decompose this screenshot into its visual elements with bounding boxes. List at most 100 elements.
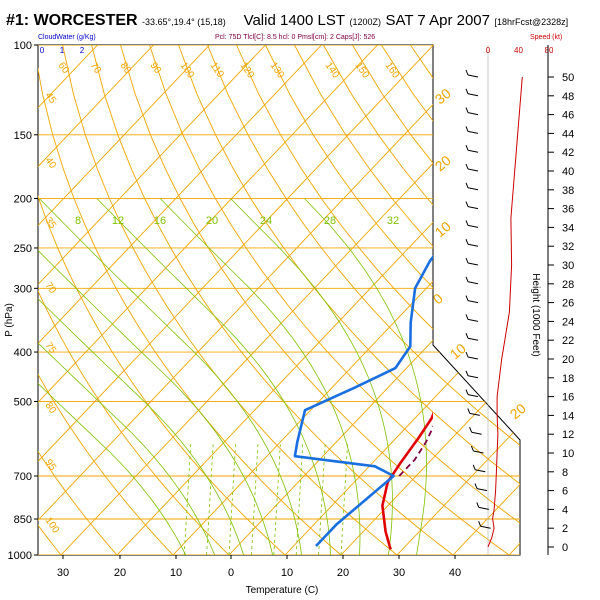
- wind-barb-flag: [478, 521, 482, 527]
- wind-barb-flag: [465, 295, 469, 301]
- mixing-ratio-line: [228, 441, 237, 555]
- wind-barb-flag: [465, 69, 469, 76]
- height-tick-label: 50: [562, 72, 574, 84]
- left-scale-label: 80: [43, 400, 59, 416]
- height-tick-label: 6: [562, 486, 568, 498]
- isotherm: [60, 45, 520, 555]
- moist-adiabat: [38, 198, 192, 555]
- dry-adiabat: [584, 45, 600, 566]
- speed-title: Speed (kt): [530, 34, 563, 41]
- wind-barb-flag: [465, 163, 469, 170]
- height-tick-label: 36: [562, 204, 574, 216]
- plot-frame: [37, 44, 521, 556]
- mixing-ratio-line: [206, 441, 214, 555]
- parcel-info: Pcl: 75D Tlcl[C]: 8.5 hcl: 0 Pmsl[cm]: 2…: [215, 34, 376, 41]
- cloudwater-label: CloudWater (g/Kg): [38, 34, 96, 41]
- dewpoint-line: [293, 254, 433, 547]
- theta-label: 30: [432, 85, 454, 107]
- x-tick-label: 40: [449, 567, 461, 579]
- mixing-ratio-label: 24: [260, 215, 272, 227]
- theta-label: 10: [447, 340, 469, 362]
- wind-barb: [467, 262, 479, 266]
- x-tick-label: 20: [337, 567, 349, 579]
- mixing-ratio-line: [273, 441, 281, 555]
- mixing-ratio-label: 32: [387, 215, 399, 227]
- forecast-date: SAT 7 Apr 2007: [385, 12, 490, 29]
- dry-adiabat: [120, 45, 520, 555]
- mixing-ratio-line: [318, 441, 326, 555]
- moist-adiabat: [38, 198, 220, 555]
- wind-barb: [467, 168, 479, 172]
- wind-barb-flag: [472, 464, 476, 470]
- isotherm: [340, 45, 520, 555]
- parcel-line: [398, 425, 433, 477]
- height-tick-label: 8: [562, 467, 568, 479]
- isotherm: [452, 45, 520, 555]
- dry-adiabat: [178, 45, 520, 555]
- mixing-ratio-label: 16: [154, 215, 166, 227]
- cloudwater-tick-label: 2: [80, 46, 85, 55]
- pressure-tick-label: 250: [14, 243, 32, 255]
- wind-barb: [467, 187, 479, 191]
- isotherm: [38, 45, 266, 555]
- wind-barb-flag: [465, 126, 469, 132]
- isotherm-label: 140: [323, 60, 342, 80]
- x-tick-label: 10: [170, 567, 182, 579]
- dry-adiabat: [38, 45, 241, 555]
- dry-adiabat: [38, 45, 128, 555]
- isotherm: [38, 45, 434, 555]
- height-tick-label: 22: [562, 335, 574, 347]
- wind-barb-flag: [465, 276, 469, 282]
- wind-barb: [467, 394, 479, 398]
- station-coords: -33.65°,19.4° (15,18): [142, 17, 226, 27]
- moist-adiabat: [304, 198, 427, 555]
- height-axis-title: Height (1000 Feet): [530, 273, 541, 356]
- dry-adiabat: [38, 45, 71, 555]
- x-tick-label: 0: [228, 567, 234, 579]
- dry-adiabat: [38, 45, 184, 555]
- isotherm: [38, 45, 210, 555]
- height-tick-label: 26: [562, 298, 574, 310]
- height-tick-label: 32: [562, 241, 574, 253]
- dry-adiabat: [294, 45, 520, 555]
- moist-adiabat: [159, 198, 361, 555]
- dry-adiabat: [91, 45, 468, 555]
- left-scale-label: 95: [43, 457, 59, 473]
- mixing-ratio-line: [340, 441, 349, 555]
- wind-barb: [467, 93, 479, 97]
- wind-barb: [467, 375, 479, 379]
- height-tick-label: 2: [562, 523, 568, 535]
- isotherm: [38, 45, 322, 555]
- height-tick-label: 18: [562, 373, 574, 385]
- dry-adiabat: [497, 45, 520, 555]
- isotherm-label: 100: [178, 60, 197, 80]
- mixing-ratio-line: [251, 441, 259, 555]
- wind-barb-flag: [476, 502, 480, 508]
- wind-barb: [480, 525, 491, 529]
- wind-barb: [467, 300, 479, 304]
- isotherm: [38, 45, 154, 555]
- wind-barb-flag: [465, 314, 469, 320]
- x-tick-label: 20: [114, 567, 126, 579]
- height-tick-label: 40: [562, 166, 574, 178]
- x-tick-label: 30: [57, 567, 69, 579]
- dry-adiabat: [149, 45, 520, 555]
- wind-barb: [467, 337, 479, 341]
- y-axis-title: P (hPa): [4, 303, 15, 337]
- cloudwater-tick-label: 1: [60, 46, 65, 55]
- isotherm-label: 160: [383, 60, 402, 80]
- wind-barb-flag: [465, 182, 469, 188]
- mixing-ratio-label: 8: [75, 215, 81, 227]
- pressure-tick-label: 150: [14, 130, 32, 142]
- dry-adiabat: [265, 45, 520, 555]
- speed-tick-label: 0: [486, 46, 491, 55]
- dry-adiabat: [207, 45, 520, 555]
- dry-adiabat: [62, 45, 411, 555]
- height-tick-label: 14: [562, 410, 574, 422]
- wind-barb: [469, 412, 480, 416]
- height-tick-label: 0: [562, 542, 568, 554]
- station-name: #1: WORCESTER: [6, 12, 138, 29]
- moist-adiabat: [39, 198, 304, 555]
- wind-barb-flag: [465, 351, 469, 358]
